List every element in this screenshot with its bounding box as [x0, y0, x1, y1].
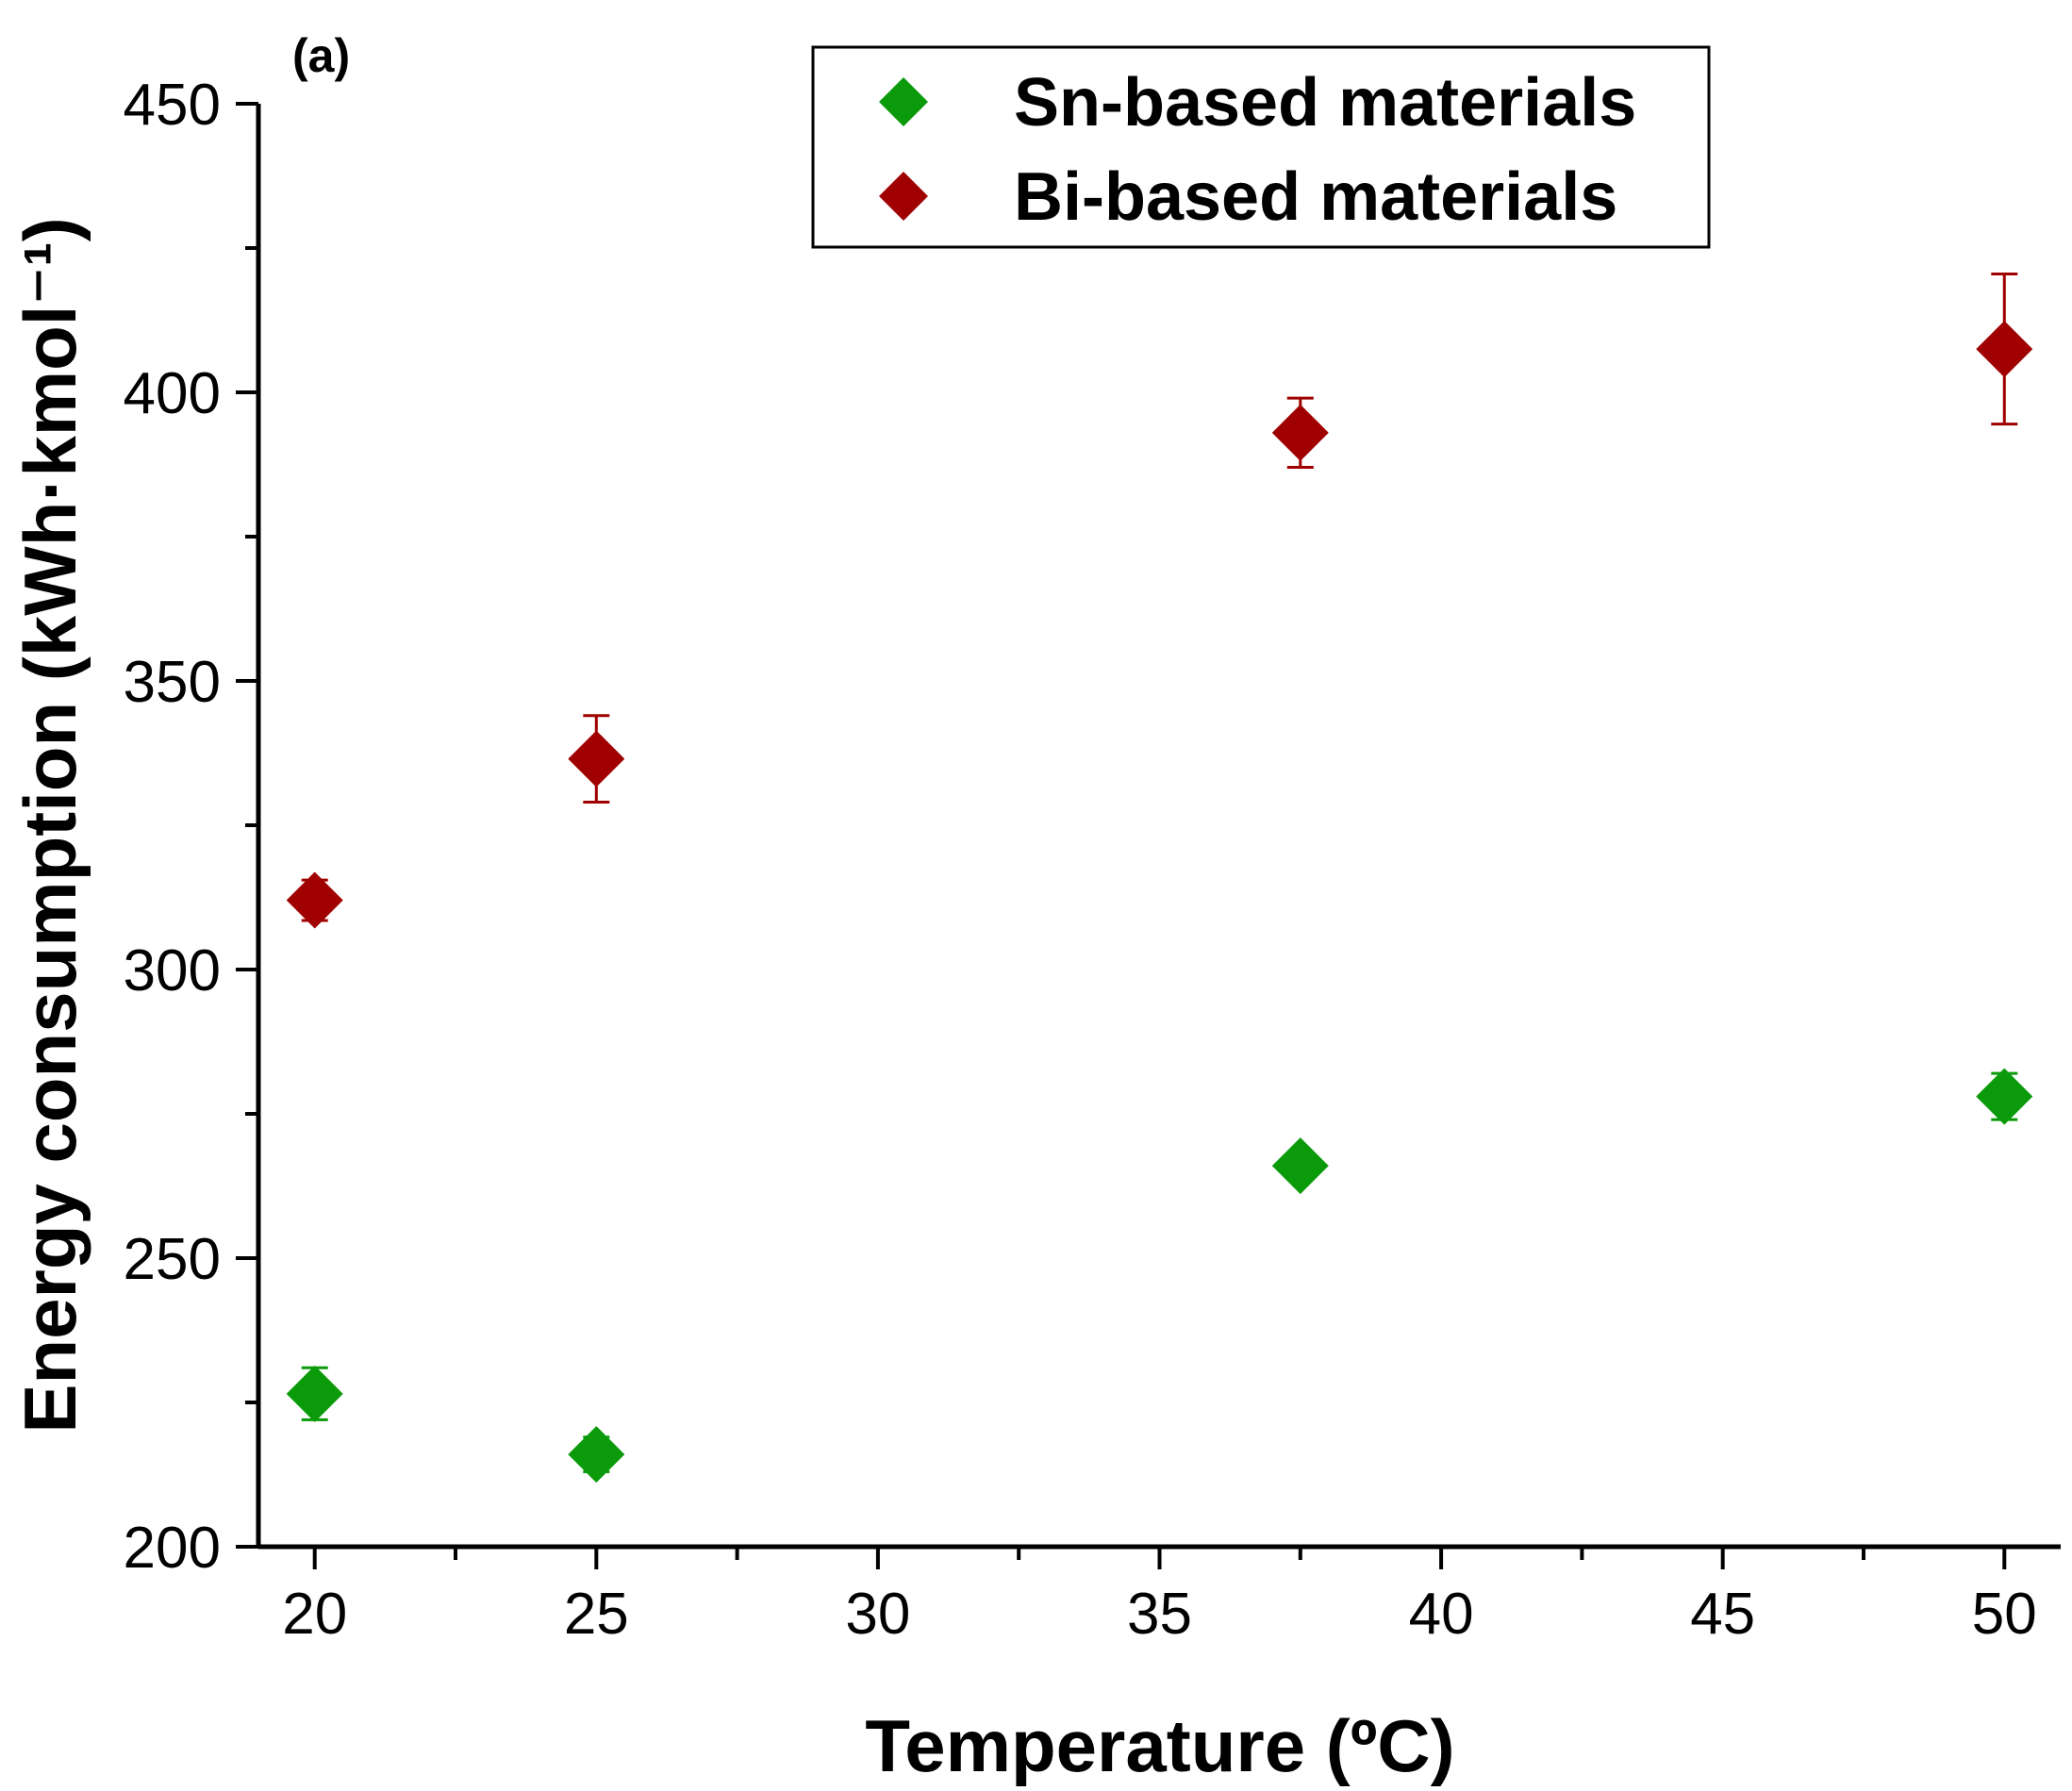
- y-tick-label: 300: [124, 938, 221, 1003]
- legend: Sn-based materials Bi-based materials: [811, 45, 1711, 249]
- x-tick-label: 40: [1409, 1582, 1474, 1647]
- y-tick-label: 450: [124, 73, 221, 138]
- plot-area: [286, 273, 2033, 1484]
- data-point: [286, 871, 343, 929]
- data-point: [1271, 404, 1329, 461]
- y-tick-label: 350: [124, 650, 221, 715]
- y-tick-label: 400: [124, 361, 221, 426]
- data-point: [286, 1365, 343, 1422]
- x-tick-label: 35: [1127, 1582, 1192, 1647]
- series-bi-based: [286, 273, 2033, 929]
- legend-label: Bi-based materials: [1014, 159, 1617, 235]
- legend-box: [811, 45, 1711, 249]
- legend-label: Sn-based materials: [1014, 65, 1636, 141]
- x-tick-label: 45: [1690, 1582, 1755, 1647]
- data-point: [1976, 1068, 2033, 1125]
- x-tick-label: 20: [282, 1582, 347, 1647]
- data-point: [568, 1426, 625, 1484]
- data-point: [1976, 321, 2033, 378]
- x-tick-label: 30: [845, 1582, 910, 1647]
- panel-label: (a): [292, 29, 350, 82]
- y-axis-title: Energy consumption (kWh·kmol⁻¹): [8, 217, 91, 1433]
- x-tick-label: 50: [1972, 1582, 2037, 1647]
- legend-marker: [879, 77, 928, 126]
- legend-marker: [879, 172, 928, 221]
- data-point: [568, 730, 625, 788]
- axes: 20 25 30 35 40 45 50 200 250 300 350 400 450: [124, 73, 2061, 1647]
- y-tick-label: 200: [124, 1516, 221, 1581]
- data-point: [1271, 1137, 1329, 1195]
- x-tick-label: 25: [564, 1582, 629, 1647]
- x-axis-title: Temperature (ºC): [865, 1704, 1454, 1787]
- series-sn-based: [286, 1068, 2033, 1484]
- y-tick-label: 250: [124, 1227, 221, 1292]
